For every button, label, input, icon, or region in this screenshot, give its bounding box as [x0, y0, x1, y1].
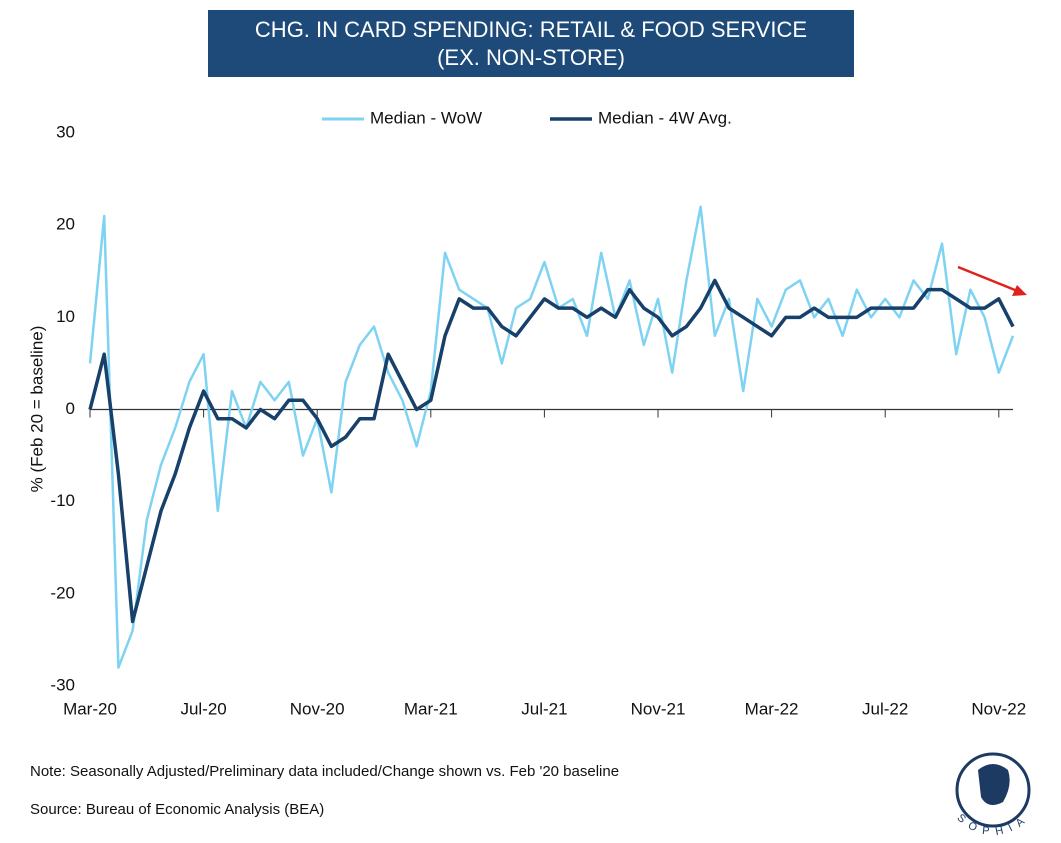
x-tick-label: Nov-22 [971, 699, 1026, 718]
x-tick-label: Jul-20 [180, 699, 226, 718]
x-tick-label: Jul-22 [862, 699, 908, 718]
chart-subtitle: (EX. NON-STORE) [437, 45, 625, 70]
legend-label: Median - WoW [370, 108, 482, 127]
source: Source: Bureau of Economic Analysis (BEA… [30, 801, 324, 818]
logo-ring [955, 752, 1031, 828]
x-tick-label: Nov-20 [290, 699, 345, 718]
y-axis-label: % (Feb 20 = baseline) [27, 326, 46, 493]
chart-title: CHG. IN CARD SPENDING: RETAIL & FOOD SER… [255, 17, 807, 42]
logo-face [978, 764, 1010, 806]
legend-label: Median - 4W Avg. [598, 108, 732, 127]
y-tick-label: -20 [50, 583, 75, 602]
x-tick-label: Mar-21 [404, 699, 458, 718]
y-tick-label: -30 [50, 675, 75, 694]
x-tick-label: Mar-22 [745, 699, 799, 718]
x-tick-label: Mar-20 [63, 699, 117, 718]
logo: SOPHIA [955, 752, 1031, 838]
y-tick-label: 20 [56, 215, 75, 234]
y-tick-label: 0 [66, 399, 75, 418]
series-line [88, 205, 1015, 669]
x-tick-label: Nov-21 [631, 699, 686, 718]
y-tick-label: 30 [56, 122, 75, 141]
y-tick-label: -10 [50, 491, 75, 510]
series-line [88, 278, 1015, 624]
x-tick-label: Jul-21 [521, 699, 567, 718]
note: Note: Seasonally Adjusted/Preliminary da… [30, 763, 619, 780]
title-box [208, 10, 854, 77]
arrow-head [1012, 285, 1027, 296]
y-tick-label: 10 [56, 307, 75, 326]
arrow [957, 265, 1021, 294]
